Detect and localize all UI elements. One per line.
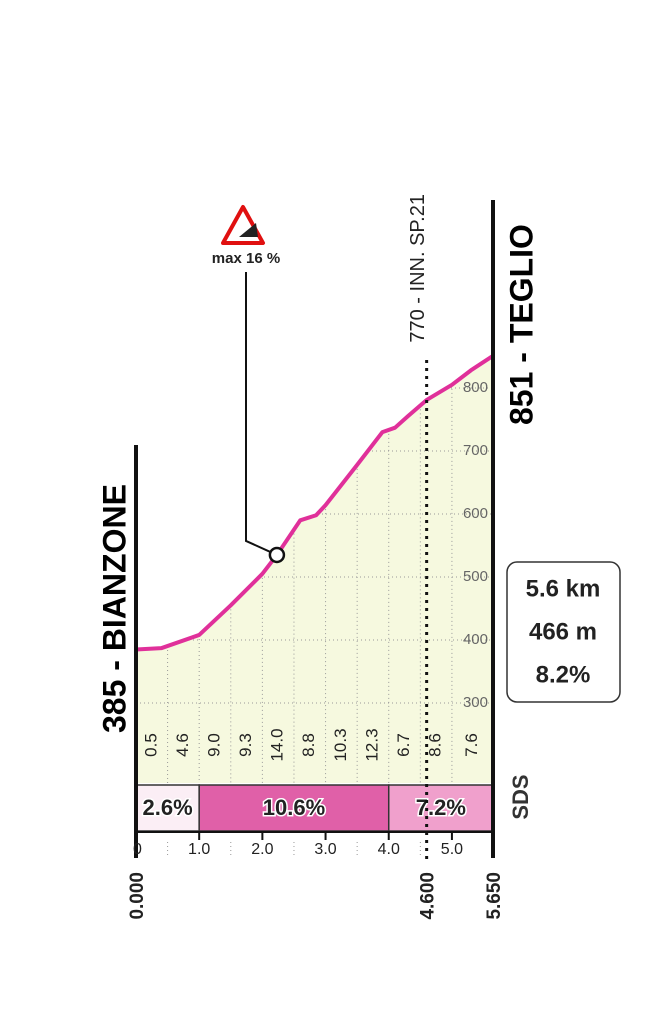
stat-distance: 5.6 km	[526, 575, 601, 602]
logo: SDS	[508, 774, 533, 819]
stat-gradient: 8.2%	[536, 661, 591, 688]
x-tick-label: 1.0	[188, 841, 210, 858]
km-marker: 0.000	[127, 872, 148, 920]
x-tick-label: 5.0	[441, 841, 463, 858]
gradient-label: 14.0	[268, 728, 287, 761]
max-point	[268, 546, 286, 564]
start-label: 385 - BIANZONE	[96, 484, 132, 733]
km-marker: 5.650	[484, 872, 505, 920]
gradient-label: 7.6	[462, 733, 481, 757]
section-label: 7.2%	[416, 795, 466, 820]
y-tick-label: 700	[463, 442, 488, 459]
gradient-label: 10.3	[331, 728, 350, 761]
gradient-label: 9.0	[204, 733, 223, 757]
stats-box	[506, 561, 621, 703]
gradient-label: 12.3	[362, 728, 381, 761]
gradient-label: 6.7	[394, 733, 413, 757]
y-tick-label: 600	[463, 505, 488, 522]
max-icon-slope	[239, 223, 258, 237]
end-label: 851 - TEGLIO	[503, 224, 539, 425]
gradient-label: 9.3	[236, 733, 255, 757]
profile-line	[135, 354, 495, 652]
section-label: 2.6%	[143, 795, 193, 820]
x-tick-label: 0	[133, 841, 142, 858]
section-label: 10.6%	[263, 795, 325, 820]
y-tick-label: 400	[463, 631, 488, 648]
km-marker: 4.600	[418, 872, 439, 920]
gradient-label: 0.5	[141, 733, 160, 757]
x-tick-label: 3.0	[314, 841, 336, 858]
stat-gain: 466 m	[529, 618, 597, 645]
x-tick-label: 2.0	[251, 841, 273, 858]
y-tick-label: 800	[463, 379, 488, 396]
y-tick-label: 500	[463, 568, 488, 585]
y-tick-label: 300	[463, 694, 488, 711]
x-tick-label: 4.0	[378, 841, 400, 858]
landmark-label: 770 - INN. SP.21	[407, 194, 429, 343]
max-leader	[245, 272, 278, 556]
gradient-label: 8.8	[299, 733, 318, 757]
profile-area	[136, 355, 493, 783]
gradient-label: 4.6	[173, 733, 192, 757]
gradient-label: 8.6	[426, 733, 445, 757]
max-icon	[221, 205, 265, 245]
max-label: max 16 %	[212, 250, 280, 267]
